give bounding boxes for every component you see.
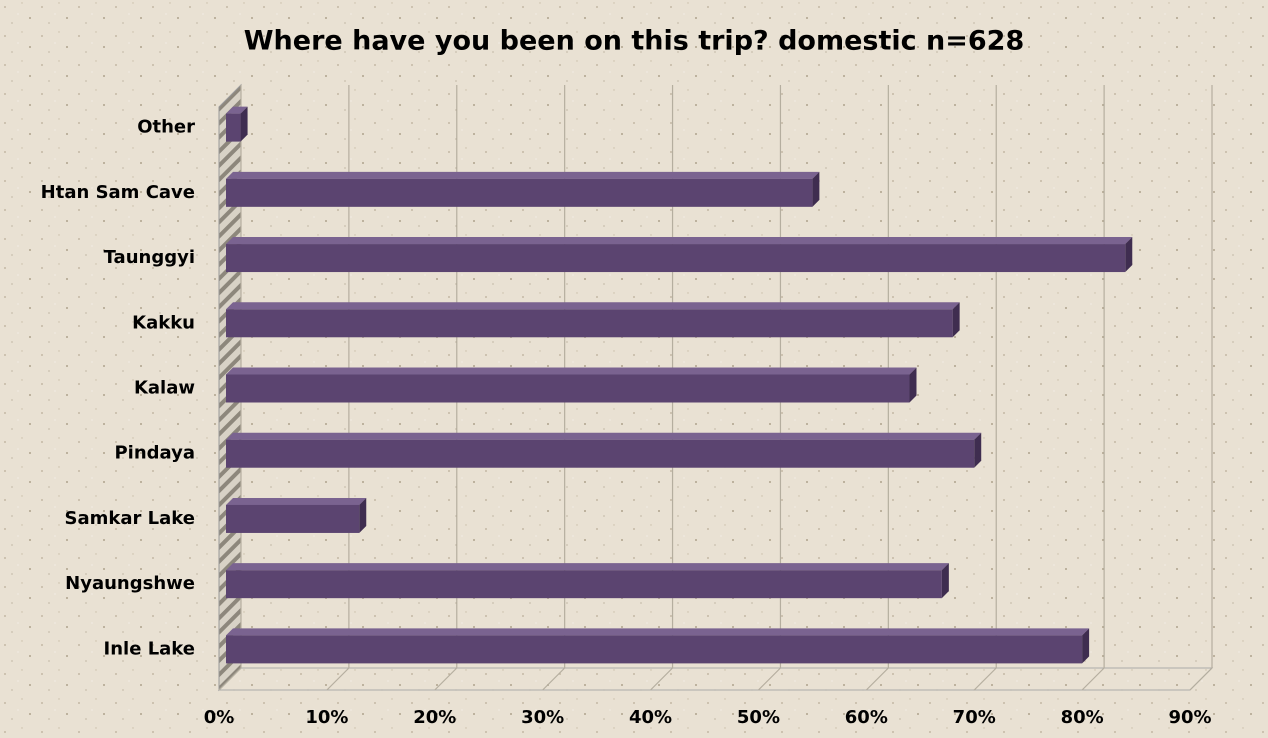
x-tick-label: 0% [204,707,235,728]
x-tick-label: 80% [1061,707,1104,728]
y-tick-label: Samkar Lake [65,508,195,529]
bar [226,635,1083,664]
floor-line [542,667,566,691]
x-tick-label: 60% [845,707,888,728]
y-tick-label: Inle Lake [104,638,195,659]
y-tick-label: Kalaw [134,378,195,399]
floor-line [434,667,458,691]
floor-line [865,667,889,691]
floor-line [218,667,242,691]
floor-line [973,667,997,691]
x-tick-label: 30% [521,707,564,728]
x-tick-label: 90% [1168,707,1211,728]
bar [226,178,813,207]
chart-title: Where have you been on this trip? domest… [244,26,1025,57]
bar-side [974,432,982,468]
y-tick-label: Pindaya [114,443,195,464]
floor-line [758,667,781,691]
bar-side [359,497,367,533]
bar-side [240,106,248,142]
bar-side [909,367,917,403]
x-tick-label: 10% [305,707,348,728]
bar [226,113,241,142]
x-tick-label: 20% [413,707,456,728]
floor-line [650,667,673,691]
x-tick-label: 40% [629,707,672,728]
bar-top [226,628,1090,636]
y-tick-label: Htan Sam Cave [41,182,195,203]
bar-top [226,432,982,440]
bar-side [952,302,960,338]
bar [226,374,910,403]
bar-top [226,497,367,505]
bar [226,570,942,599]
bar-top [226,302,960,310]
bar [226,439,975,468]
bar-top [226,367,917,375]
floor-line [326,667,350,691]
bar [226,244,1126,273]
bar-side [1082,628,1090,664]
y-tick-label: Other [137,117,195,138]
bar-side [1125,237,1133,273]
bar-top [226,563,949,571]
bar [226,309,953,338]
bar-side [812,171,820,207]
y-tick-label: Taunggyi [104,247,195,268]
bar-top [226,237,1133,245]
floor-line [1081,667,1105,691]
bar-top [226,171,820,179]
y-tick-label: Nyaungshwe [65,573,195,594]
floor-line [1189,667,1213,691]
bar [226,504,360,533]
x-tick-label: 70% [953,707,996,728]
bar-side [941,563,949,599]
y-tick-label: Kakku [132,312,195,333]
x-tick-label: 50% [737,707,780,728]
bar-top [226,106,248,114]
